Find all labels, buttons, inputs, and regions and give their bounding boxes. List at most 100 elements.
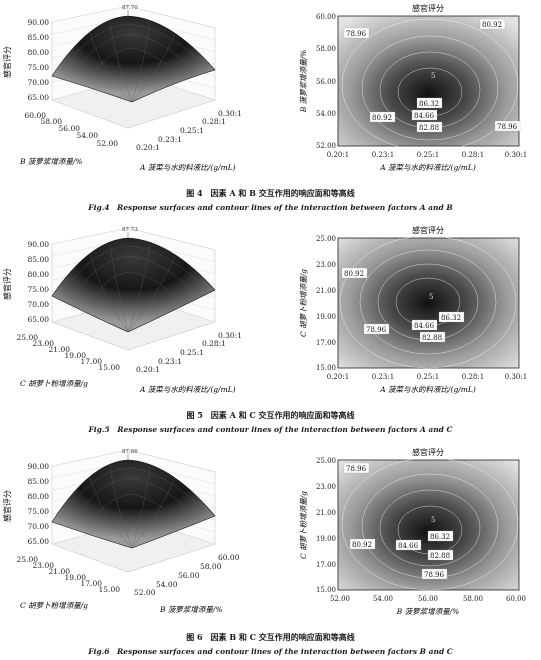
figure-5: 87.73 90.00 85.00 80.00 75.00 70.00 65.0… [0,222,541,437]
contour-plot-5: 感官评分 5 80.92 78.96 86.32 84.66 82.88 25.… [292,222,541,407]
z-tick: 70.00 [28,300,50,309]
z-tick: 65.00 [28,537,50,546]
right-tick: 0.28:1 [202,339,226,348]
x-tick: 0.30:1 [505,373,527,381]
z-axis-ticks: 90.00 85.00 80.00 75.00 70.00 65.00 [28,18,50,102]
y-tick: 17.00 [316,561,336,569]
surface-plot-4: 87.70 90.00 85.00 80.00 75.00 70.00 65.0… [0,0,270,185]
x-tick: 0.28:1 [462,151,484,159]
x-tick: 0.28:1 [462,373,484,381]
left-tick: 19.00 [65,573,87,582]
x-tick: 52.00 [330,595,350,603]
figure-caption-en: Fig.4 Response surfaces and contour line… [88,203,453,212]
z-tick: 90.00 [28,462,50,471]
z-tick: 90.00 [28,18,50,27]
left-tick: 15.00 [99,585,121,594]
right-tick: 0.20:1 [136,143,160,152]
contour-level-label: 86.32 [441,314,461,322]
left-tick: 52.00 [97,139,119,148]
figure-6: 87.66 90.00 85.00 80.00 75.00 70.00 65.0… [0,444,541,660]
right-tick: 0.20:1 [136,365,160,374]
left-axis-ticks: 60.00 58.00 56.00 54.00 52.00 [25,111,119,148]
contour-x-label: A 菠菜与水的料液比/(g/mL) [379,163,476,172]
contour-level-label: 80.92 [352,541,372,549]
figure-caption-cn: 图 6 因素 B 和 C 交互作用的响应面和等高线 [186,632,355,642]
z-tick: 85.00 [28,33,50,42]
figure-caption-en: Fig.6 Response surfaces and contour line… [88,647,453,656]
surface-plot-6: 87.66 90.00 85.00 80.00 75.00 70.00 65.0… [0,444,270,629]
y-tick: 21.00 [316,287,336,295]
left-axis-label: B 菠萝浆增添量/% [19,157,83,166]
surface-plot-5: 87.73 90.00 85.00 80.00 75.00 70.00 65.0… [0,222,270,407]
contour-level-label: 86.32 [419,100,439,108]
x-tick: 58.00 [463,595,483,603]
contour-level-label: 84.66 [398,542,419,550]
y-tick: 56.00 [316,78,336,86]
x-tick: 60.00 [506,595,526,603]
z-axis-label: 感官评分 [2,268,12,300]
y-tick: 58.00 [316,45,336,53]
right-tick: 54.00 [156,580,178,589]
left-tick: 25.00 [17,333,39,342]
y-tick: 17.00 [316,339,336,347]
x-tick: 0.30:1 [505,151,527,159]
contour-level-label: 78.96 [497,123,518,131]
contour-x-label: B 菠萝浆增添量/% [396,607,460,616]
x-tick: 56.00 [418,595,438,603]
z-axis-label: 感官评分 [2,490,12,522]
contour-y-label: B 菠萝浆增添量/% [299,50,308,114]
x-tick: 0.25:1 [417,373,439,381]
surface-peak-label: 87.70 [122,5,138,11]
x-tick: 0.25:1 [417,151,439,159]
left-tick: 54.00 [77,131,99,140]
z-tick: 75.00 [28,507,50,516]
x-tick: 0.23:1 [372,373,394,381]
contour-x-label: A 菠菜与水的料液比/(g/mL) [379,385,476,394]
contour-level-label: 78.96 [346,30,367,38]
z-tick: 80.00 [28,492,50,501]
contour-level-label: 82.88 [422,334,442,342]
y-tick: 54.00 [316,110,336,118]
contour-title: 感官评分 [412,3,444,13]
z-tick: 75.00 [28,285,50,294]
z-tick: 85.00 [28,477,50,486]
z-tick: 80.00 [28,270,50,279]
x-tick: 0.23:1 [372,151,394,159]
figure-caption-en: Fig.5 Response surfaces and contour line… [88,425,453,434]
right-tick: 56.00 [178,571,200,580]
y-tick: 25.00 [316,235,336,243]
contour-level-label: 84.66 [414,322,435,330]
left-tick: 21.00 [49,567,71,576]
contour-level-label: 78.96 [346,465,367,473]
surface-peak-label: 87.73 [122,227,138,233]
contour-center-mark: 5 [431,516,435,524]
contour-field [337,459,520,591]
right-tick: 0.30:1 [218,331,242,340]
right-tick: 0.25:1 [180,348,204,357]
z-tick: 80.00 [28,48,50,57]
z-tick: 85.00 [28,255,50,264]
y-tick: 25.00 [316,457,336,465]
y-tick: 19.00 [316,535,336,543]
y-tick: 19.00 [316,313,336,321]
contour-level-label: 80.92 [372,114,392,122]
z-tick: 65.00 [28,315,50,324]
right-tick: 0.23:1 [158,357,182,366]
z-tick: 90.00 [28,240,50,249]
left-tick: 23.00 [33,561,55,570]
y-tick: 23.00 [316,261,336,269]
z-tick: 70.00 [28,522,50,531]
contour-level-label: 80.92 [482,21,502,29]
y-tick: 15.00 [316,364,336,372]
right-tick: 52.00 [134,588,156,597]
left-tick: 60.00 [25,111,47,120]
contour-y-label: C 胡萝卜粉增添量/g [299,491,308,559]
contour-plot-6: 感官评分 5 78.96 80.92 84.66 86.32 82.88 78.… [292,444,541,629]
right-axis-ticks: 0.30:1 0.28:1 0.25:1 0.23:1 0.20:1 [136,109,242,152]
contour-level-label: 82.88 [419,124,439,132]
surface-peak-label: 87.66 [122,449,138,455]
x-tick: 0.20:1 [327,373,349,381]
right-tick: 0.25:1 [180,126,204,135]
figure-caption-cn: 图 4 因素 A 和 B 交互作用的响应面和等高线 [186,188,355,198]
contour-y-label: C 胡萝卜粉增添量/g [299,269,308,337]
